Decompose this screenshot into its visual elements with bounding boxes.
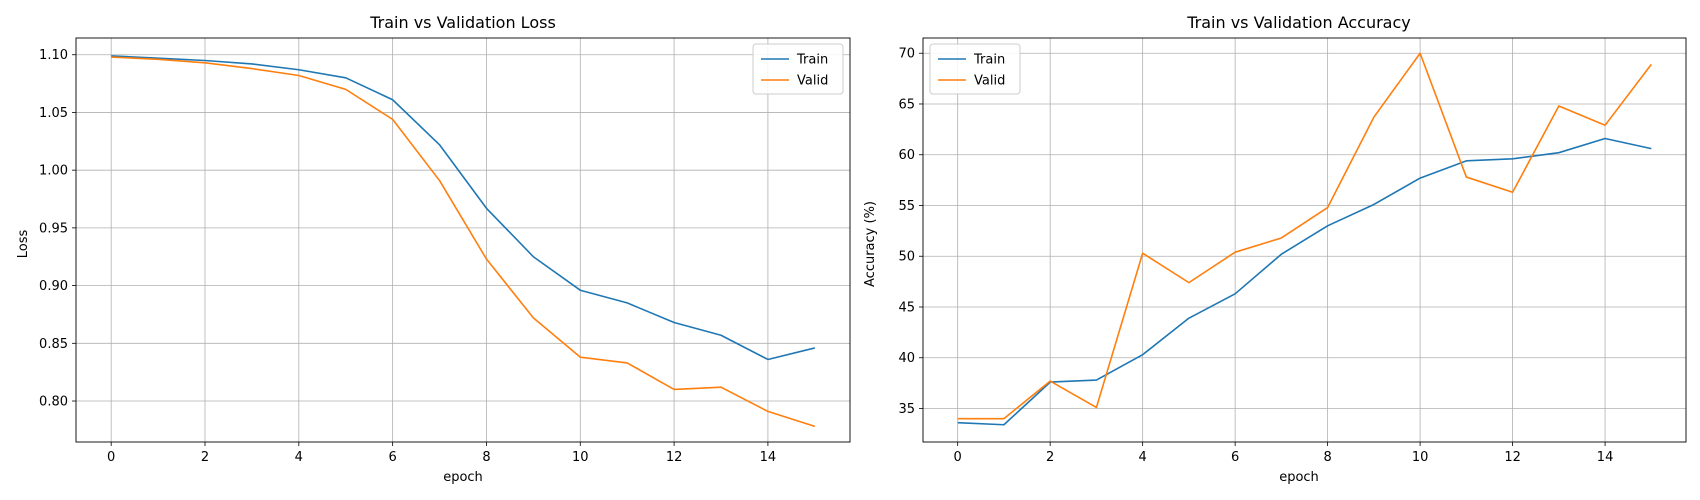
y-tick-label: 0.80 bbox=[39, 395, 68, 410]
y-tick-label: 35 bbox=[898, 402, 915, 417]
x-tick-label: 4 bbox=[1139, 450, 1147, 465]
chart-title: Train vs Validation Accuracy bbox=[1186, 13, 1411, 32]
legend-box bbox=[929, 43, 1021, 95]
x-tick-label: 0 bbox=[954, 450, 962, 465]
grid bbox=[923, 38, 1686, 442]
y-tick-label: 40 bbox=[898, 351, 915, 366]
y-tick-label: 55 bbox=[898, 199, 915, 214]
x-tick-label: 8 bbox=[1323, 450, 1331, 465]
x-tick-label: 14 bbox=[760, 450, 777, 465]
x-tick-label: 4 bbox=[295, 450, 303, 465]
x-tick-label: 8 bbox=[482, 450, 490, 465]
series-line-valid bbox=[957, 52, 1652, 420]
x-axis-label: epoch bbox=[1279, 470, 1319, 485]
loss-chart: Train vs Validation Loss epoch Loss 0 2 4 6… bbox=[16, 13, 851, 485]
series-line-train bbox=[957, 137, 1652, 426]
legend-label: Train bbox=[973, 53, 1005, 68]
x-tick-label: 10 bbox=[572, 450, 589, 465]
x-tick-label: 12 bbox=[1504, 450, 1521, 465]
legend: Train Valid bbox=[929, 43, 1021, 95]
y-tick-label: 60 bbox=[898, 148, 915, 163]
x-tick-label: 2 bbox=[1046, 450, 1054, 465]
y-tick-label: 0.95 bbox=[39, 221, 68, 236]
series-line-valid bbox=[111, 56, 816, 428]
y-tick-label: 45 bbox=[898, 300, 915, 315]
legend-box bbox=[752, 43, 844, 95]
y-tick-label: 1.00 bbox=[39, 164, 68, 179]
legend: Train Valid bbox=[752, 43, 844, 95]
y-tick-label: 50 bbox=[898, 250, 915, 265]
grid bbox=[76, 38, 850, 442]
x-tick-label: 10 bbox=[1412, 450, 1429, 465]
y-axis-label: Loss bbox=[16, 230, 31, 259]
x-axis-label: epoch bbox=[443, 470, 483, 485]
y-tick-label: 1.10 bbox=[39, 48, 68, 63]
x-tick-label: 6 bbox=[388, 450, 396, 465]
y-tick-label: 1.05 bbox=[39, 106, 68, 121]
x-tick-label: 12 bbox=[666, 450, 683, 465]
plot-frame bbox=[922, 37, 1687, 443]
y-tick-label: 65 bbox=[898, 97, 915, 112]
x-tick-label: 14 bbox=[1597, 450, 1614, 465]
y-tick-label: 0.85 bbox=[39, 337, 68, 352]
legend-label: Valid bbox=[797, 74, 828, 89]
legend-label: Valid bbox=[974, 74, 1005, 89]
y-axis-label: Accuracy (%) bbox=[863, 201, 878, 287]
y-tick-label: 70 bbox=[898, 47, 915, 62]
plot-frame bbox=[75, 37, 851, 443]
y-tick-label: 0.90 bbox=[39, 279, 68, 294]
series-line-train bbox=[111, 55, 816, 361]
accuracy-chart: Train vs Validation Accuracy epoch Accur… bbox=[863, 13, 1687, 485]
x-tick-label: 2 bbox=[201, 450, 209, 465]
legend-label: Train bbox=[796, 53, 828, 68]
x-tick-label: 0 bbox=[107, 450, 115, 465]
x-tick-label: 6 bbox=[1231, 450, 1239, 465]
chart-title: Train vs Validation Loss bbox=[369, 13, 556, 32]
